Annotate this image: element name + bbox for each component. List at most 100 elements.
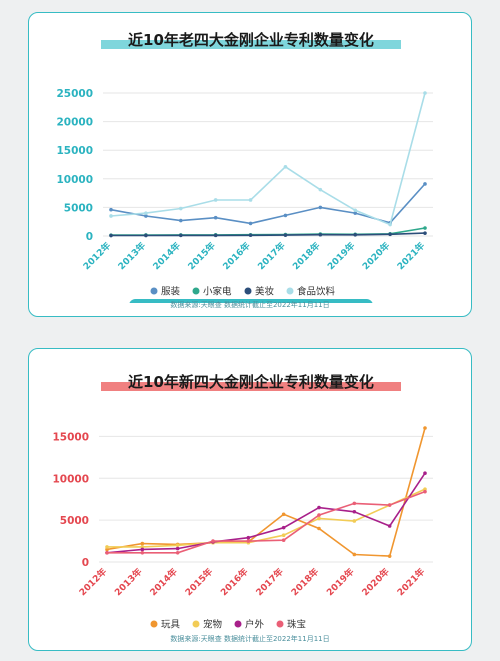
chart-title: 近10年新四大金刚企业专利数量变化 [128, 373, 374, 391]
data-point [178, 218, 183, 223]
series-line-3 [107, 490, 426, 554]
data-point [213, 215, 218, 220]
x-tick-label: 2020年 [360, 240, 393, 273]
data-point [211, 539, 215, 543]
data-point [353, 232, 358, 237]
x-tick-label: 2012年 [77, 566, 110, 599]
legend-marker [150, 620, 158, 628]
data-point [109, 233, 113, 238]
legend-marker [234, 620, 242, 628]
data-point [317, 505, 321, 510]
x-tick-label: 2014年 [147, 566, 180, 599]
data-point [352, 509, 357, 514]
data-point [283, 164, 288, 169]
data-point [281, 525, 286, 530]
data-point [140, 550, 145, 555]
x-tick-label: 2016年 [218, 566, 251, 599]
legend-label: 玩具 [161, 620, 181, 631]
data-point [423, 487, 427, 491]
x-tick-label: 2013年 [112, 566, 145, 599]
chart-title: 近10年老四大金刚企业专利数量变化 [128, 31, 374, 49]
data-point [213, 198, 218, 202]
data-point [246, 539, 251, 543]
x-tick-label: 2015年 [185, 240, 218, 273]
chart-source: 数据来源:天眼查 数据统计截止至2022年11月11日 [170, 635, 330, 643]
legend-marker [244, 287, 252, 295]
chart-source: 数据来源:天眼查 数据统计截止至2022年11月11日 [170, 301, 330, 309]
data-point [105, 550, 109, 555]
legend-label: 美妆 [255, 286, 275, 298]
data-point [144, 211, 148, 215]
legend-label: 服装 [161, 286, 181, 298]
legend-marker [150, 287, 158, 295]
legend-label: 食品饮料 [297, 286, 336, 298]
data-point [246, 535, 251, 540]
series-line-1 [107, 488, 426, 548]
data-point [109, 207, 113, 212]
data-point [178, 206, 183, 211]
x-tick-label: 2021年 [395, 566, 428, 599]
series-line-0 [110, 183, 426, 225]
data-point [317, 513, 321, 517]
x-tick-label: 2013年 [115, 240, 148, 273]
data-point [178, 233, 183, 238]
series-line-0 [106, 427, 426, 557]
x-tick-label: 2019年 [324, 566, 357, 599]
new-four-chart-panel: 近10年新四大金刚企业专利数量变化 0 5000 10000 15000 2012年 201… [28, 348, 472, 651]
x-tick-label: 2019年 [325, 240, 358, 273]
data-point [281, 512, 286, 517]
series-line-2 [111, 232, 426, 237]
data-point [423, 91, 427, 95]
data-point [388, 222, 392, 227]
note-pill [129, 299, 373, 303]
y-tick-label: 5000 [64, 202, 93, 214]
x-tick-label: 2017年 [255, 240, 288, 273]
data-point [175, 550, 180, 555]
legend-label: 宠物 [203, 619, 223, 631]
legend-marker [192, 287, 200, 295]
data-point [352, 519, 357, 523]
data-point [213, 233, 218, 238]
x-tick-label: 2018年 [289, 566, 322, 599]
legend-marker [286, 287, 294, 295]
legend-label: 珠宝 [287, 619, 306, 631]
data-point [281, 533, 286, 537]
data-point [248, 198, 253, 202]
data-point [248, 221, 253, 226]
x-tick-label: 2014年 [150, 240, 183, 273]
data-point [248, 233, 253, 238]
legend-marker [192, 620, 200, 628]
data-point [283, 233, 288, 237]
data-point [387, 554, 392, 558]
legend-marker [276, 620, 284, 628]
series-line-3 [110, 92, 426, 226]
data-point [317, 516, 321, 521]
series-line-2 [106, 472, 426, 554]
y-tick-label: 0 [86, 231, 93, 243]
data-point [318, 187, 323, 192]
legend-label: 户外 [245, 619, 265, 631]
data-point [144, 233, 148, 238]
x-tick-label: 2015年 [183, 566, 216, 599]
x-tick-label: 2021年 [395, 240, 428, 273]
data-point [105, 545, 109, 549]
title-highlight [101, 382, 401, 391]
data-point [140, 545, 145, 549]
y-tick-label: 15000 [52, 431, 89, 443]
data-point [423, 231, 427, 235]
data-point [144, 214, 148, 218]
data-point [387, 524, 392, 528]
old-four-line-chart: 近10年老四大金刚企业专利数量变化 0 5000 10000 15000 20000 250… [56, 31, 433, 303]
y-tick-label: 15000 [56, 145, 93, 157]
data-point [105, 547, 109, 552]
data-point [387, 503, 392, 507]
data-point [388, 232, 392, 237]
y-tick-label: 0 [82, 557, 89, 569]
y-tick-label: 5000 [60, 515, 89, 527]
y-tick-label: 10000 [52, 473, 89, 485]
data-point [175, 546, 180, 551]
y-tick-label: 25000 [56, 88, 93, 100]
title-highlight [101, 40, 401, 49]
x-tick-label: 2017年 [253, 566, 286, 599]
